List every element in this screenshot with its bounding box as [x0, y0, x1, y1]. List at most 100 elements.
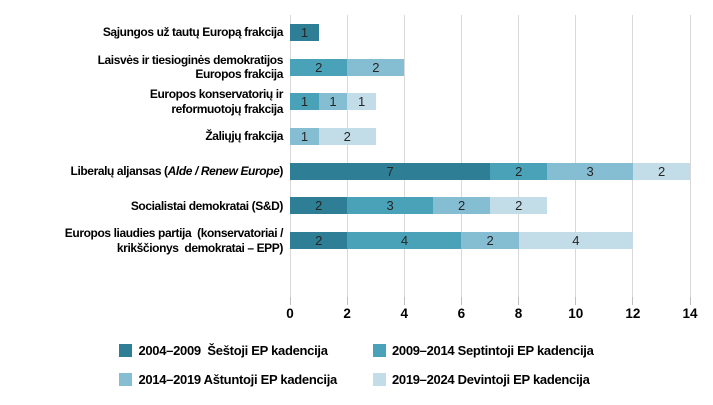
bar-track: 7 2 3 2 — [290, 162, 690, 180]
gridline — [689, 15, 691, 297]
category-label: Laisvės ir tiesioginės demokratijos Europ… — [97, 52, 284, 82]
gridline — [289, 15, 291, 297]
legend-swatch — [372, 344, 386, 357]
bar-value-label: 2 — [457, 198, 465, 214]
axis-tick — [403, 297, 405, 305]
bar-segment: 2 — [632, 162, 690, 180]
category-label: Socialistai demokratai (S&D) — [130, 198, 284, 213]
bar-segment: 3 — [347, 197, 433, 215]
x-tick-label: 8 — [514, 306, 523, 321]
legend-label: 2009–2014 Septintoji EP kadencija — [391, 343, 594, 358]
chart-row: Laisvės ir tiesioginės demokratijos Europ… — [0, 50, 690, 85]
bar-value-label: 1 — [300, 129, 308, 145]
bar-value-label: 2 — [343, 129, 351, 145]
bar-value-label: 2 — [372, 59, 380, 75]
bar-segment: 2 — [490, 162, 548, 180]
plot-area — [289, 15, 691, 305]
bar-segment: 1 — [290, 23, 319, 41]
legend-swatch — [372, 373, 386, 386]
bar-segment: 2 — [290, 197, 348, 215]
gridline — [518, 15, 520, 297]
x-tick-label: 12 — [625, 306, 641, 321]
bar-segment: 4 — [347, 232, 462, 250]
bar-track: 2 3 2 2 — [290, 197, 690, 215]
bar-segment: 2 — [489, 197, 548, 215]
axis-tick — [460, 297, 462, 305]
bar-segment: 1 — [347, 93, 376, 111]
category-label: Liberalų aljansas (Alde / Renew Europe) — [70, 164, 284, 179]
legend-label: 2014–2019 Aštuntoji EP kadencija — [138, 372, 337, 387]
chart-row: Sąjungos už tautų Europą frakcija 1 — [0, 15, 690, 50]
bar-value-label: 2 — [486, 233, 494, 249]
bar-segment: 2 — [290, 58, 348, 76]
x-tick-label: 0 — [286, 306, 294, 321]
bar-value-label: 2 — [315, 59, 323, 75]
bar-value-label: 2 — [657, 163, 665, 179]
gridline — [632, 15, 634, 297]
axis-tick — [575, 297, 577, 305]
bar-value-label: 3 — [386, 198, 394, 214]
x-tick-label: 2 — [343, 306, 351, 321]
legend-label: 2019–2024 Devintoji EP kadencija — [391, 372, 590, 387]
bar-track: 1 — [290, 23, 690, 41]
legend-item: 2019–2024 Devintoji EP kadencija — [372, 372, 594, 387]
bar-value-label: 1 — [329, 94, 337, 110]
legend-item: 2014–2019 Aštuntoji EP kadencija — [119, 372, 337, 387]
category-label: Žaliųjų frakcija — [205, 129, 283, 144]
legend-item: 2004–2009 Šeštoji EP kadencija — [119, 343, 337, 358]
bar-track: 1 1 1 — [290, 93, 690, 111]
bar-value-label: 1 — [300, 24, 308, 40]
chart-row: Socialistai demokratai (S&D) 2 3 2 2 — [0, 189, 690, 224]
legend-swatch — [119, 373, 133, 386]
category-rows: Sąjungos už tautų Europą frakcija 1 Laisvė… — [0, 15, 690, 258]
gridline — [575, 15, 577, 297]
axis-tick — [346, 297, 348, 305]
axis-tick — [518, 297, 520, 305]
bar-value-label: 3 — [586, 163, 594, 179]
legend-swatch — [119, 344, 133, 357]
bar-segment: 2 — [318, 128, 376, 146]
bar-segment: 1 — [290, 93, 319, 111]
category-label: Europos liaudies partija (konservatoriai… — [64, 226, 284, 255]
chart-row: Europos konservatorių ir reformuotojų fra… — [0, 84, 690, 119]
bar-segment: 2 — [461, 232, 519, 250]
x-tick-label: 10 — [568, 306, 584, 321]
category-label: Europos konservatorių ir reformuotojų fra… — [149, 87, 284, 116]
gridline — [460, 15, 462, 297]
x-tick-label: 4 — [400, 306, 409, 321]
axis-tick — [689, 297, 691, 305]
bar-segment: 2 — [347, 58, 405, 76]
bar-value-label: 2 — [515, 198, 523, 214]
legend-label: 2004–2009 Šeštoji EP kadencija — [138, 343, 328, 358]
chart-row: Liberalų aljansas (Alde / Renew Europe) 7… — [0, 154, 690, 189]
bar-value-label: 4 — [400, 233, 408, 249]
axis-tick — [289, 297, 291, 305]
x-axis: 0 2 4 6 8 10 12 14 — [286, 306, 697, 324]
bar-value-label: 2 — [515, 163, 523, 179]
bar-value-label: 4 — [572, 233, 580, 249]
chart-row: Europos liaudies partija (konservatoriai… — [0, 223, 690, 258]
gridline — [403, 15, 405, 297]
bar-segment: 1 — [290, 128, 319, 146]
gridline — [346, 15, 348, 297]
bar-value-label: 2 — [315, 198, 323, 214]
bar-value-label: 2 — [315, 233, 323, 249]
legend: 2004–2009 Šeštoji EP kadencija 2009–2014 … — [0, 343, 713, 387]
bar-track: 2 4 2 4 — [290, 232, 690, 250]
x-tick-label: 6 — [457, 306, 466, 321]
bar-segment: 2 — [290, 232, 348, 250]
bar-value-label: 7 — [386, 163, 394, 179]
bar-segment: 4 — [518, 232, 633, 250]
x-tick-label: 14 — [682, 306, 698, 321]
category-label: Sąjungos už tautų Europą frakcija — [102, 25, 284, 40]
legend-item: 2009–2014 Septintoji EP kadencija — [372, 343, 594, 358]
chart-row: Žaliųjų frakcija 1 2 — [0, 119, 690, 154]
bar-segment: 3 — [547, 162, 633, 180]
bar-segment: 7 — [290, 162, 490, 180]
bar-value-label: 1 — [357, 94, 365, 110]
bar-value-label: 1 — [300, 94, 308, 110]
bar-segment: 1 — [318, 93, 348, 111]
